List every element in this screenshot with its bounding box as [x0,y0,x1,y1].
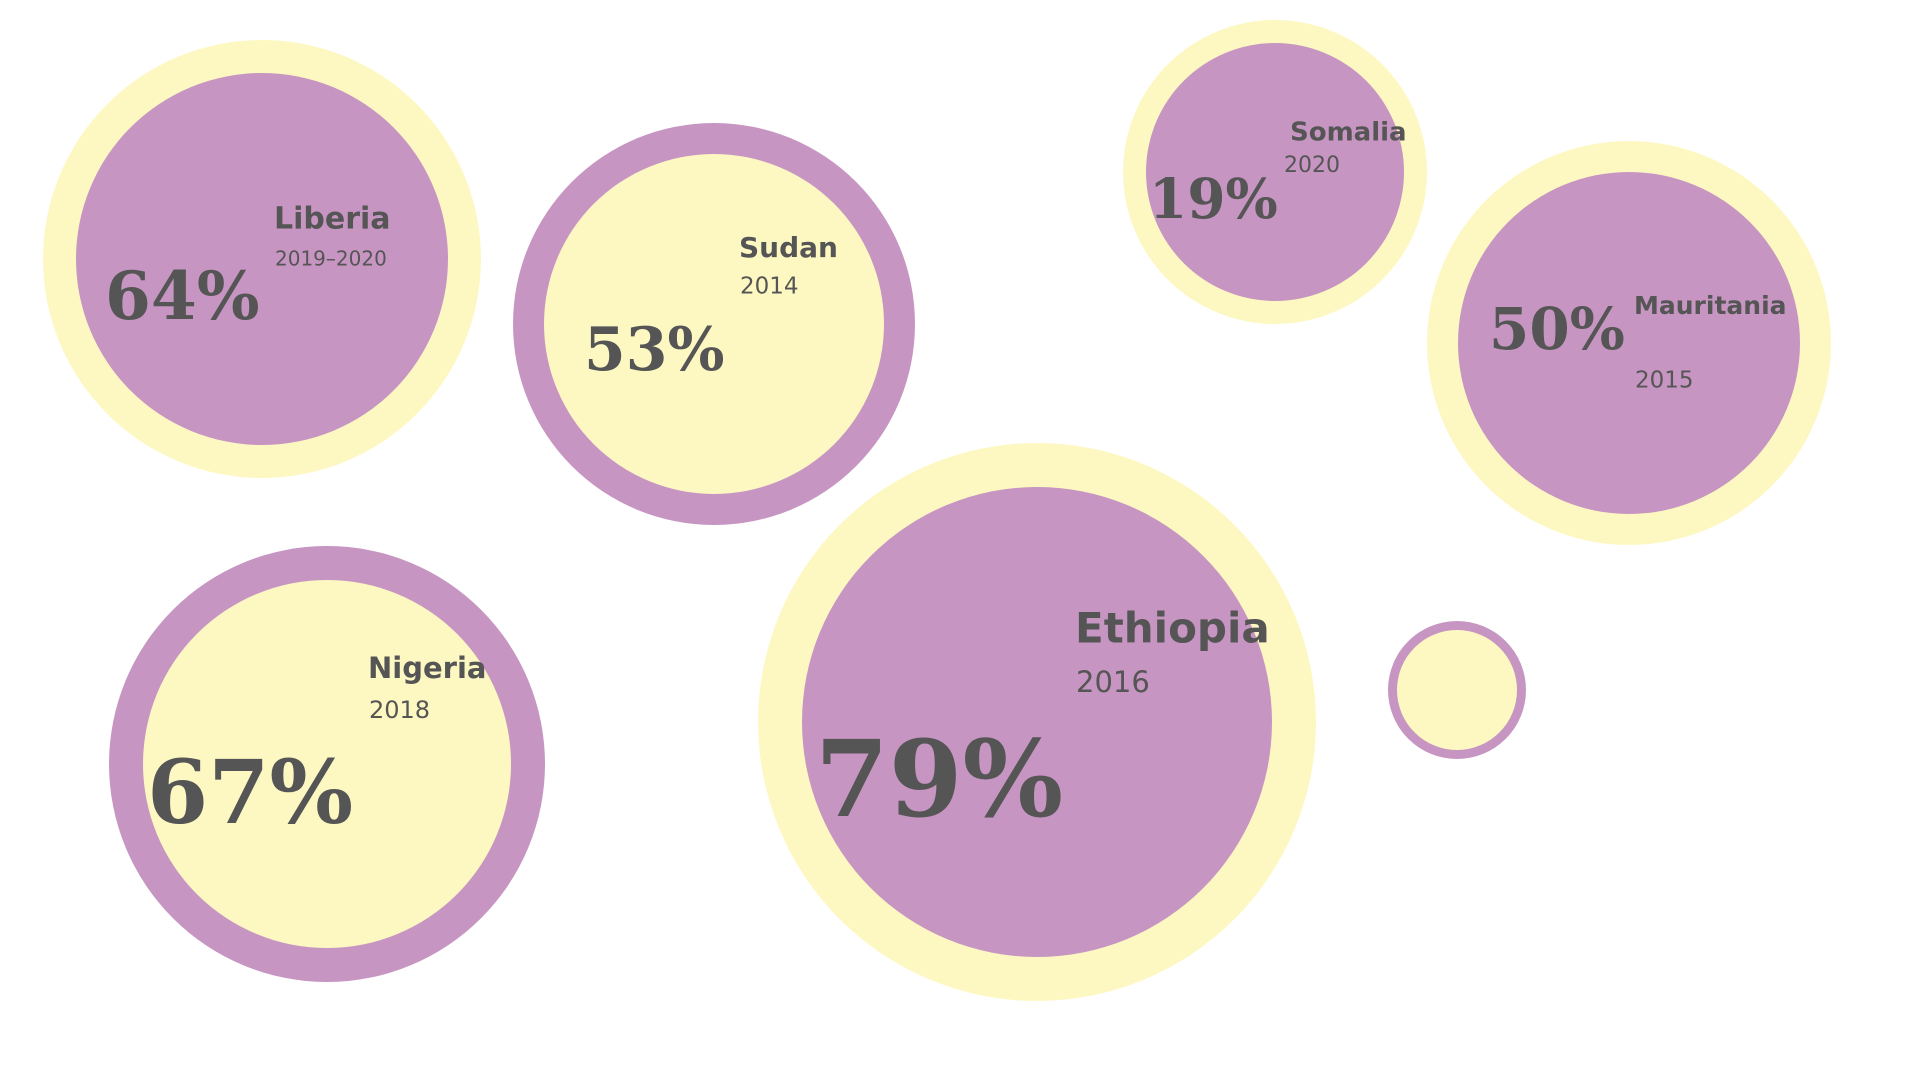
percent: 67% [147,740,353,844]
bubble: Ethiopia 2016 79% [758,443,1316,1001]
country: Mauritania [1634,291,1787,320]
years: 2015 [1635,368,1694,394]
years: 2014 [740,274,799,300]
country: Nigeria [368,651,486,685]
percent: 50% [1489,295,1625,363]
percent: 64% [105,257,260,335]
bubble: Mauritania 2015 50% [1427,141,1831,545]
country: Liberia [274,202,391,237]
country: Ethiopia [1075,604,1270,653]
inner-circle [544,154,884,494]
bubble: Liberia 2019–2020 64% [43,40,481,478]
percent: 79% [815,716,1063,841]
years: 2016 [1076,665,1150,699]
years: 2020 [1284,153,1340,178]
inner-circle [76,73,448,445]
bubble: Sudan 2014 53% [513,123,915,525]
percent: 19% [1149,166,1278,231]
bubble: Nigeria 2018 67% [109,546,545,982]
inner-circle [1397,630,1517,750]
percent: 53% [584,315,725,385]
inner-circle [143,580,511,948]
country: Somalia [1290,118,1407,148]
years: 2019–2020 [275,247,387,271]
bubble: Somalia 2020 19% [1123,20,1427,324]
inner-circle [1146,43,1404,301]
decorative-bubble [1388,621,1526,759]
inner-circle [802,487,1272,957]
country: Sudan [739,231,838,264]
inner-circle [1458,172,1800,514]
years: 2018 [369,696,430,724]
